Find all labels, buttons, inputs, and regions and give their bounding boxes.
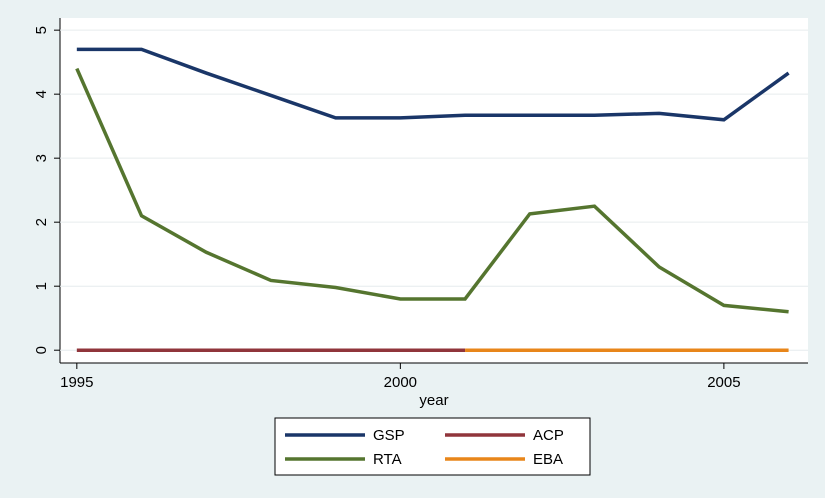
legend-label: GSP xyxy=(373,427,405,444)
x-tick-label: 2000 xyxy=(384,374,417,391)
x-tick-label: 2005 xyxy=(707,374,740,391)
line-series xyxy=(76,47,790,122)
legend-label: ACP xyxy=(533,427,564,444)
x-axis-label: year xyxy=(419,392,448,409)
y-tick-label: 2 xyxy=(33,218,50,226)
legend-label: EBA xyxy=(533,451,563,468)
legend-label: RTA xyxy=(373,451,402,468)
x-tick-label: 1995 xyxy=(60,374,93,391)
plot-area xyxy=(60,18,808,363)
y-tick-label: 1 xyxy=(33,282,50,290)
y-tick-label: 5 xyxy=(33,26,50,34)
y-tick-label: 3 xyxy=(33,154,50,162)
y-tick-label: 0 xyxy=(33,346,50,354)
y-tick-label: 4 xyxy=(33,90,50,98)
line-series xyxy=(75,67,789,314)
legend xyxy=(274,417,591,476)
